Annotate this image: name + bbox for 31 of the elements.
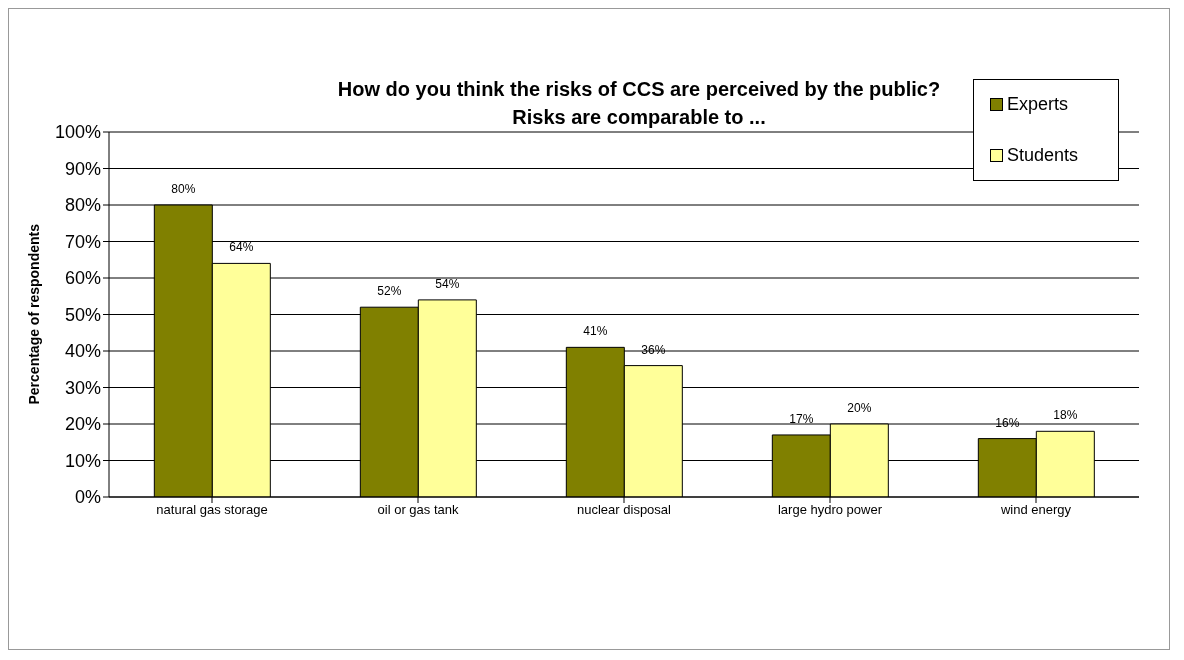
- chart-title: How do you think the risks of CCS are perceived by the public?: [337, 78, 941, 100]
- y-tick-label: 0%: [74, 487, 101, 508]
- y-tick-label: 40%: [64, 341, 101, 362]
- y-tick-label: 90%: [64, 158, 101, 179]
- x-tick-label: natural gas storage: [156, 502, 268, 518]
- data-label: 64%: [229, 240, 254, 255]
- y-tick-label: 70%: [64, 231, 101, 252]
- y-tick-label: 80%: [64, 195, 101, 216]
- data-label: 41%: [583, 324, 608, 339]
- x-tick-label: nuclear disposal: [577, 502, 672, 518]
- data-label: 36%: [641, 342, 666, 357]
- data-label: 80%: [171, 182, 196, 196]
- y-tick-label: 60%: [64, 268, 101, 289]
- data-label: 17%: [789, 411, 814, 426]
- y-tick-label: 50%: [64, 304, 101, 325]
- data-label: 52%: [377, 284, 402, 299]
- y-tick-label: 100%: [54, 122, 101, 143]
- y-axis-title: Percentage of respondents: [25, 223, 42, 405]
- chart-subtitle: Risks are comparable to ...: [512, 106, 766, 128]
- y-tick-label: 30%: [64, 377, 101, 398]
- legend-label: Students: [1006, 145, 1078, 166]
- x-tick-label: wind energy: [999, 502, 1072, 518]
- data-label: 54%: [435, 276, 460, 291]
- y-tick-label: 10%: [64, 450, 101, 471]
- data-label: 16%: [995, 415, 1020, 430]
- legend-label: Experts: [1006, 94, 1068, 115]
- y-tick-label: 20%: [64, 414, 101, 435]
- x-tick-label: oil or gas tank: [377, 502, 459, 518]
- x-tick-label: large hydro power: [777, 502, 883, 518]
- data-label: 20%: [847, 401, 872, 415]
- data-label: 18%: [1053, 408, 1078, 423]
